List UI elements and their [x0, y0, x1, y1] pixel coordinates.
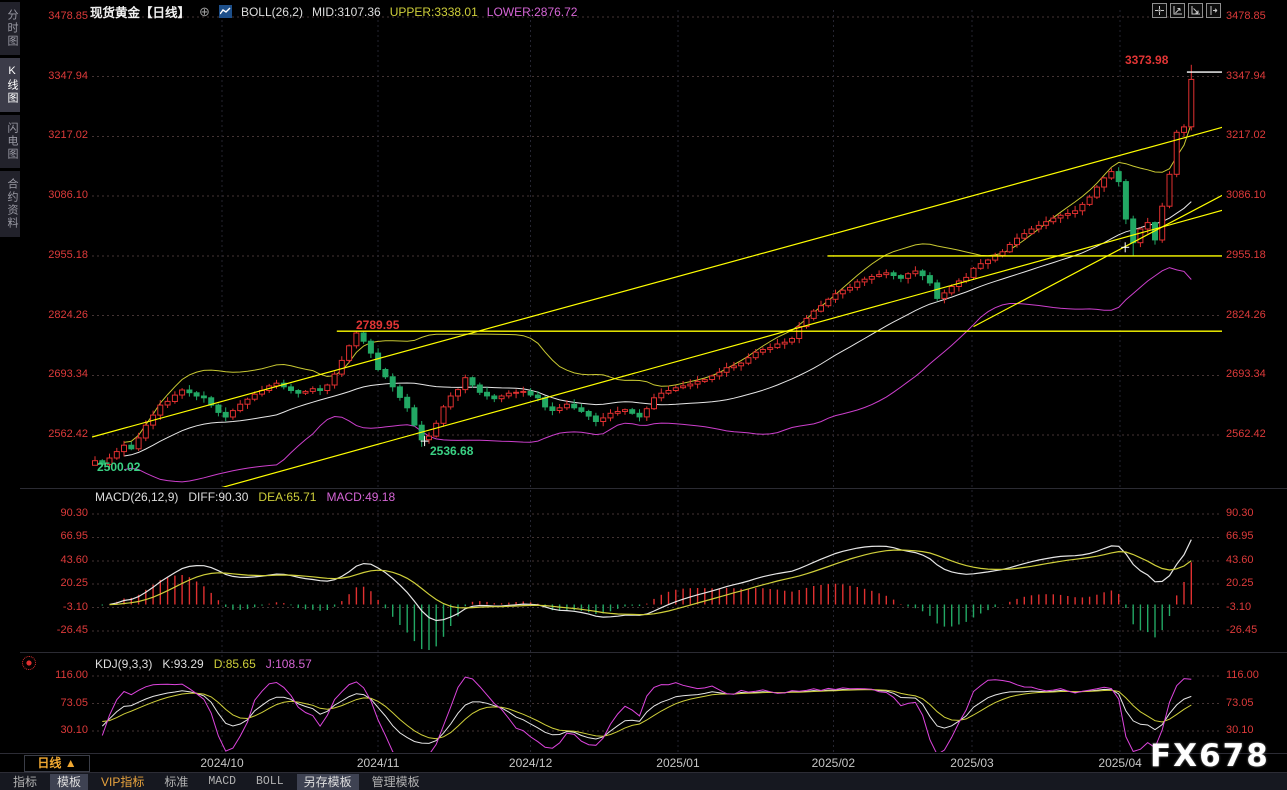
month-label: 2025/04	[1098, 756, 1142, 770]
macd-diff-value: DIFF:90.30	[188, 490, 249, 504]
fx678-watermark: FX678	[1150, 738, 1270, 774]
axis-label: 3217.02	[1226, 129, 1266, 142]
axis-label: 3217.02	[48, 129, 88, 142]
axis-label: 3347.94	[1226, 69, 1266, 82]
sidebar-item-kline-chart[interactable]: K线图	[0, 58, 20, 112]
chart-type-icon[interactable]	[218, 5, 232, 18]
chart-tools	[1152, 3, 1221, 18]
axis-label: 2693.34	[48, 368, 88, 381]
tab-templates[interactable]: 模板	[50, 773, 89, 790]
scale-up-icon[interactable]	[1170, 3, 1185, 18]
scale-down-icon[interactable]	[1188, 3, 1203, 18]
axis-label: 66.95	[1226, 530, 1254, 543]
bottom-toolbar: 指标 模板 VIP指标 标准 MACD BOLL 另存模板 管理模板	[0, 772, 1287, 790]
tab-boll[interactable]: BOLL	[256, 774, 284, 788]
axis-label: 116.00	[55, 669, 88, 681]
axis-label: 73.05	[60, 696, 88, 709]
crosshair-icon[interactable]	[1152, 3, 1167, 18]
axis-label: -3.10	[1226, 600, 1252, 613]
kline-chart-canvas[interactable]	[0, 0, 1287, 753]
tab-save-template[interactable]: 另存模板	[296, 773, 359, 790]
boll-lower-value: LOWER:2876.72	[486, 4, 578, 19]
kdj-j-value: J:108.57	[265, 657, 312, 671]
axis-label: 2955.18	[1226, 248, 1266, 261]
macd-macd-value: MACD:49.18	[326, 490, 396, 504]
chart-header: 现货黄金 【日线】 ⊕ BOLL(26,2) MID:3107.36 UPPER…	[90, 2, 577, 21]
axis-label: -26.45	[1226, 623, 1258, 636]
annotation-oct-high: 2789.95	[356, 318, 400, 332]
macd-legend: MACD(26,12,9) DIFF:90.30 DEA:65.71 MACD:…	[95, 490, 395, 504]
kdj-legend: KDJ(9,3,3) K:93.29 D:85.65 J:108.57	[95, 657, 312, 671]
sidebar-item-lightning-chart[interactable]: 闪电图	[0, 115, 20, 168]
tab-indicators[interactable]: 指标	[13, 774, 38, 789]
axis-label: 66.95	[60, 530, 88, 543]
boll-label: BOLL(26,2)	[240, 4, 303, 19]
period-tag: 【日线】	[140, 6, 191, 20]
axis-label: 90.30	[60, 507, 88, 519]
month-label: 2025/02	[811, 756, 856, 770]
kdj-k-value: K:93.29	[162, 657, 204, 671]
axis-label: -26.45	[56, 623, 88, 636]
month-label: 2024/11	[356, 756, 400, 770]
axis-label: 2693.34	[1226, 368, 1266, 381]
axis-label: 20.25	[1226, 577, 1254, 590]
axis-label: 30.10	[1226, 724, 1254, 736]
macd-dea-value: DEA:65.71	[258, 490, 317, 504]
time-axis-row: 日线 ▲ 2024/10 2024/11 2024/12 2025/01 2025/02…	[0, 753, 1287, 772]
annotation-nov-low: 2536.68	[430, 444, 474, 458]
axis-label: 2824.26	[48, 308, 88, 321]
tab-standard[interactable]: 标准	[164, 774, 189, 789]
period-selector[interactable]: 日线 ▲	[24, 755, 90, 772]
sidebar-item-contract-info[interactable]: 合约资料	[0, 171, 20, 237]
sidebar-item-timeshare-chart[interactable]: 分时图	[0, 2, 20, 55]
annotation-sep-low: 2500.02	[97, 460, 141, 474]
month-label: 2025/01	[656, 756, 700, 770]
indicator-settings-icon[interactable]	[22, 656, 36, 670]
boll-upper-value: UPPER:3338.01	[389, 4, 478, 19]
axis-label: 2824.26	[1226, 308, 1266, 321]
annotation-record-high: 3373.98	[1125, 53, 1169, 67]
axis-label: 116.00	[1226, 669, 1259, 681]
kdj-title: KDJ(9,3,3)	[95, 657, 153, 671]
axis-label: 3086.10	[48, 189, 88, 202]
axis-label: 2562.42	[48, 428, 88, 440]
axis-label: 2562.42	[1226, 428, 1266, 440]
month-label: 2024/12	[508, 756, 553, 770]
axis-label: 3478.85	[1226, 10, 1266, 22]
tab-vip-indicators[interactable]: VIP指标	[101, 774, 145, 789]
symbol-name: 现货黄金	[90, 6, 141, 20]
axis-label: 2955.18	[48, 248, 88, 261]
axis-label: 73.05	[1226, 696, 1254, 709]
axis-label: 30.10	[60, 724, 88, 736]
axis-label: 43.60	[60, 553, 88, 566]
tab-macd[interactable]: MACD	[208, 774, 236, 788]
axis-label: 20.25	[60, 577, 88, 590]
left-sidebar: 分时图 K线图闪电图合约资料	[0, 2, 20, 237]
month-label: 2024/10	[200, 756, 244, 770]
axis-label: -3.10	[62, 600, 88, 613]
axis-label: 3478.85	[48, 10, 88, 22]
axis-label: 43.60	[1226, 553, 1254, 566]
period-selector-label: 日线	[37, 756, 62, 770]
tab-manage-templates[interactable]: 管理模板	[371, 774, 420, 789]
chevron-up-icon: ▲	[64, 756, 77, 770]
boll-mid-value: MID:3107.36	[311, 4, 381, 19]
link-icon[interactable]: ⊕	[199, 3, 210, 19]
axis-label: 90.30	[1226, 507, 1254, 519]
macd-title: MACD(26,12,9)	[95, 490, 179, 504]
axis-label: 3347.94	[48, 69, 88, 82]
axis-label: 3086.10	[1226, 189, 1266, 202]
pan-right-icon[interactable]	[1206, 3, 1221, 18]
kdj-d-value: D:85.65	[213, 657, 256, 671]
month-label: 2025/03	[950, 756, 994, 770]
